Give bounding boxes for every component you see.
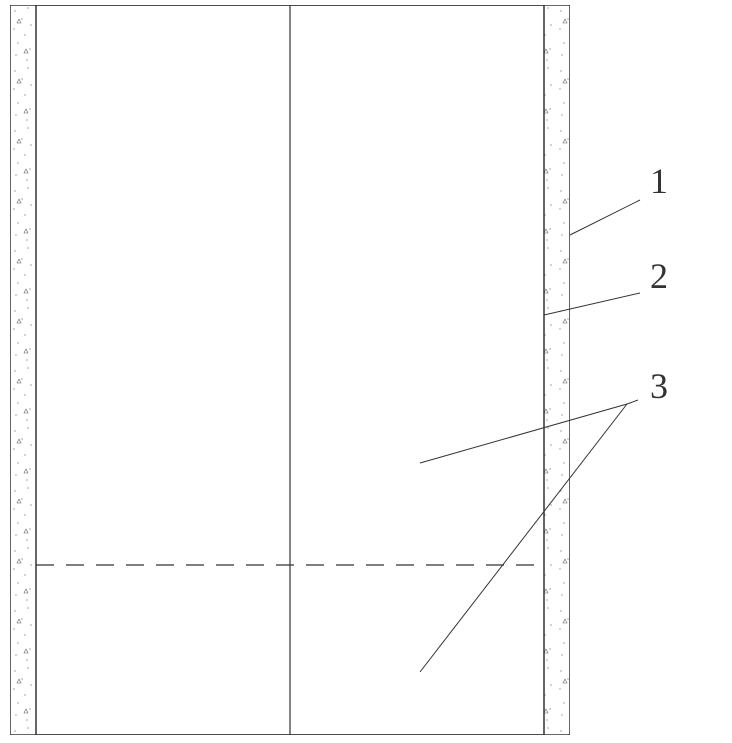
label-3: 3 (650, 365, 668, 407)
label-1: 1 (650, 160, 668, 202)
left-wall (10, 5, 36, 735)
right-wall (544, 5, 570, 735)
technical-drawing (10, 5, 570, 735)
diagram-container (10, 5, 570, 735)
label-2: 2 (650, 255, 668, 297)
